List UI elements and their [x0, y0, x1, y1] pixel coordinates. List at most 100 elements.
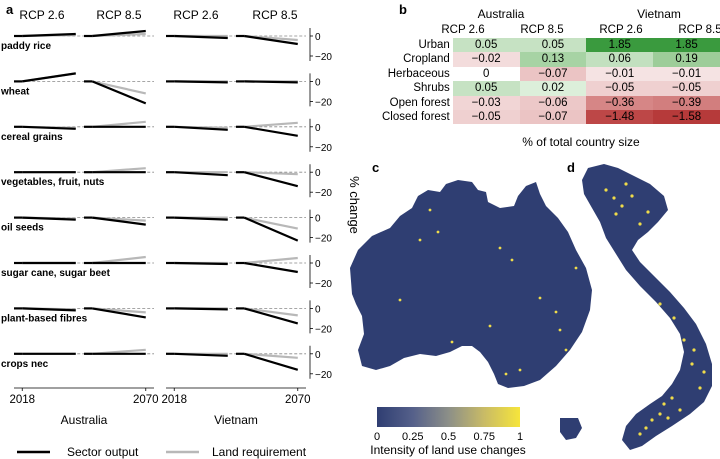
change-spot [518, 368, 522, 372]
land-requirement-line [244, 307, 298, 317]
change-spot [398, 298, 402, 302]
land-cover-change-table: Urban 0.05 0.05 1.85 1.85 Cropland −0.02 0.13 0.… [382, 38, 720, 125]
sector-label: vegetables, fruit, nuts [1, 177, 105, 188]
table-cell: −1.58 [653, 110, 720, 125]
y-tick-label: −20 [315, 234, 332, 245]
table-cell: 0.05 [519, 38, 587, 53]
change-spot [670, 396, 674, 400]
colorbar-tick-label: 0 [374, 431, 380, 443]
change-spot [574, 266, 578, 270]
table-row: Shrubs 0.05 0.02 −0.05 −0.05 [382, 81, 720, 96]
colorbar-tick-label: 0.5 [441, 431, 456, 443]
change-spot [614, 212, 618, 216]
table-cell: −0.39 [653, 95, 720, 111]
change-spot [624, 182, 628, 186]
table-cell: −0.01 [586, 66, 654, 82]
change-spot [658, 412, 662, 416]
table-row-label: Shrubs [413, 82, 450, 95]
change-spot [646, 210, 650, 214]
sector-output-line [91, 80, 147, 105]
x-tick-label: 2070 [133, 394, 159, 406]
y-tick-label: −20 [315, 324, 332, 335]
sector-output-line [244, 34, 298, 46]
change-spot [692, 348, 696, 352]
y-tick-label: 0 [315, 350, 321, 361]
table-row-label: Urban [418, 39, 450, 51]
sector-output-line [92, 29, 146, 38]
colorbar-ticks: 0 0.25 0.5 0.75 1 [374, 431, 523, 443]
colorbar-tick-label: 0.25 [402, 431, 423, 443]
y-tick-label: 0 [315, 259, 321, 270]
table-cell: 0.13 [519, 52, 587, 67]
land-requirement-line [244, 121, 298, 128]
change-spot [612, 196, 616, 200]
table-row: Herbaceous 0 −0.07 −0.01 −0.01 [382, 66, 720, 82]
panel-label-c: c [372, 160, 379, 175]
sector-output-line [174, 34, 228, 40]
sector-label: cereal grains [1, 132, 63, 143]
tasmania [560, 418, 582, 440]
x-tick-label: 2018 [9, 394, 35, 406]
table-cell: −0.07 [519, 110, 587, 125]
change-spot [672, 316, 676, 320]
panel-b-table-header: Australia Vietnam RCP 2.6 RCP 8.5 RCP 2.… [441, 7, 720, 149]
x-tick-label: 2018 [161, 394, 187, 406]
change-spot [682, 338, 686, 342]
change-spot [678, 408, 682, 412]
sector-label: sugar cane, sugar beet [1, 268, 111, 279]
colorbar-title: Intensity of land use changes [370, 443, 525, 457]
sector-output-line [174, 80, 228, 84]
sector-output-line [243, 171, 299, 188]
australia-change-spots [398, 208, 578, 376]
land-requirement-line [244, 256, 298, 265]
panel-label-d: d [567, 160, 575, 175]
scenario-header: RCP 8.5 [96, 8, 141, 22]
table-cell: 0.19 [653, 52, 720, 67]
sector-output-line [174, 125, 228, 131]
y-tick-label: −20 [315, 52, 332, 63]
table-cell: 0 [452, 66, 520, 82]
sector-output-line [243, 352, 299, 371]
sector-output-line [22, 32, 76, 38]
table-row-label: Cropland [403, 53, 450, 66]
panel-label-b: b [399, 2, 407, 17]
change-spot [666, 416, 670, 420]
legend-label-output: Sector output [67, 445, 139, 459]
sector-output-line [174, 261, 228, 266]
table-cell: −1.48 [586, 110, 654, 125]
sector-output-line [92, 216, 146, 226]
change-spot [538, 296, 542, 300]
y-axis-label: % change [347, 176, 362, 234]
change-spot [504, 372, 508, 376]
change-spot [658, 302, 662, 306]
y-tick-label: −20 [315, 279, 332, 290]
table-row: Open forest −0.03 −0.06 −0.36 −0.39 [382, 95, 720, 111]
sector-output-line [243, 307, 299, 325]
change-spot [698, 386, 702, 390]
australia-mainland [350, 180, 592, 388]
scenario-header: RCP 2.6 [19, 8, 64, 22]
table-col-header: RCP 8.5 [520, 24, 563, 36]
land-requirement-line [244, 171, 298, 176]
table-cell: −0.05 [452, 110, 520, 125]
land-requirement-line [244, 216, 298, 230]
y-tick-label: 0 [315, 77, 321, 88]
change-spot [558, 328, 562, 332]
table-cell: −0.36 [586, 95, 654, 111]
table-cell: 0.02 [519, 81, 587, 96]
y-tick-label: −20 [315, 143, 332, 154]
vietnam-outline [582, 164, 712, 450]
change-spot [436, 230, 440, 234]
change-spot [418, 238, 422, 242]
table-cell: −0.05 [586, 81, 654, 96]
table-cell: 0.06 [586, 52, 654, 67]
table-row-label: Open forest [389, 96, 450, 109]
table-cell: 1.85 [653, 38, 720, 53]
colorbar-tick-label: 0.75 [474, 431, 495, 443]
change-spot [450, 340, 454, 344]
sector-label: paddy rice [1, 41, 51, 52]
panel-label-a: a [6, 2, 14, 17]
table-country-vietnam: Vietnam [637, 7, 681, 21]
sector-output-line [22, 307, 76, 312]
change-spot [690, 362, 694, 366]
